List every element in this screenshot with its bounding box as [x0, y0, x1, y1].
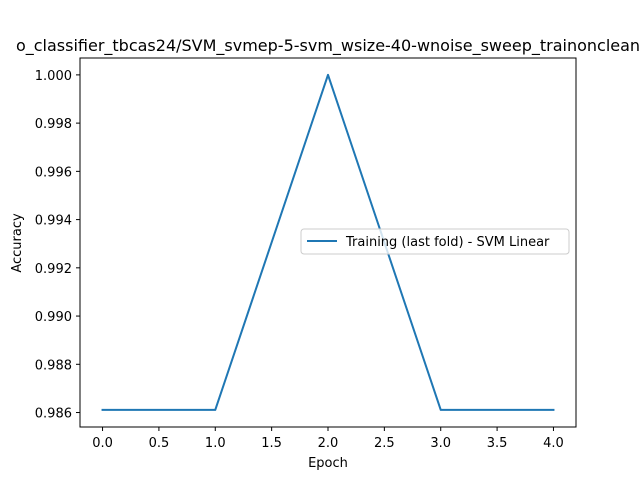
- y-tick-label: 0.988: [35, 358, 72, 373]
- x-tick-label: 3.0: [430, 436, 451, 451]
- y-tick-label: 0.998: [35, 117, 72, 132]
- y-axis-label: Accuracy: [10, 213, 25, 273]
- series-layer: [101, 73, 555, 411]
- x-tick-label: 3.5: [487, 436, 508, 451]
- y-tick-label: 0.990: [35, 310, 72, 325]
- x-tick-label: 0.5: [149, 436, 170, 451]
- data-point: [101, 409, 104, 411]
- y-axis-ticks: 0.986 0.988 0.990 0.992 0.994 0.996 0.998 1.000: [35, 69, 80, 422]
- y-tick-label: 0.994: [35, 214, 72, 229]
- x-axis-label: Epoch: [308, 456, 348, 471]
- y-tick-label: 0.986: [35, 407, 72, 422]
- chart-title: o_classifier_tbcas24/SVM_svmep-5-svm_wsi…: [16, 36, 640, 56]
- data-point: [214, 409, 217, 411]
- data-point: [552, 409, 555, 411]
- x-tick-label: 0.0: [92, 436, 113, 451]
- x-tick-label: 4.0: [543, 436, 564, 451]
- plot-frame: [79, 57, 577, 428]
- y-tick-label: 0.996: [35, 165, 72, 180]
- legend: Training (last fold) - SVM Linear: [300, 228, 570, 255]
- legend-label: Training (last fold) - SVM Linear: [345, 235, 550, 250]
- y-tick-label: 0.992: [35, 262, 72, 277]
- x-tick-label: 2.0: [318, 436, 339, 451]
- x-tick-label: 1.5: [261, 436, 282, 451]
- data-point: [327, 74, 329, 76]
- data-point: [439, 409, 442, 411]
- x-tick-label: 2.5: [374, 436, 395, 451]
- x-tick-label: 1.0: [205, 436, 226, 451]
- x-axis-ticks: 0.0 0.5 1.0 1.5 2.0 2.5 3.0 3.5 4.0: [92, 427, 564, 451]
- y-tick-label: 1.000: [35, 69, 72, 84]
- legend-box: [300, 228, 570, 255]
